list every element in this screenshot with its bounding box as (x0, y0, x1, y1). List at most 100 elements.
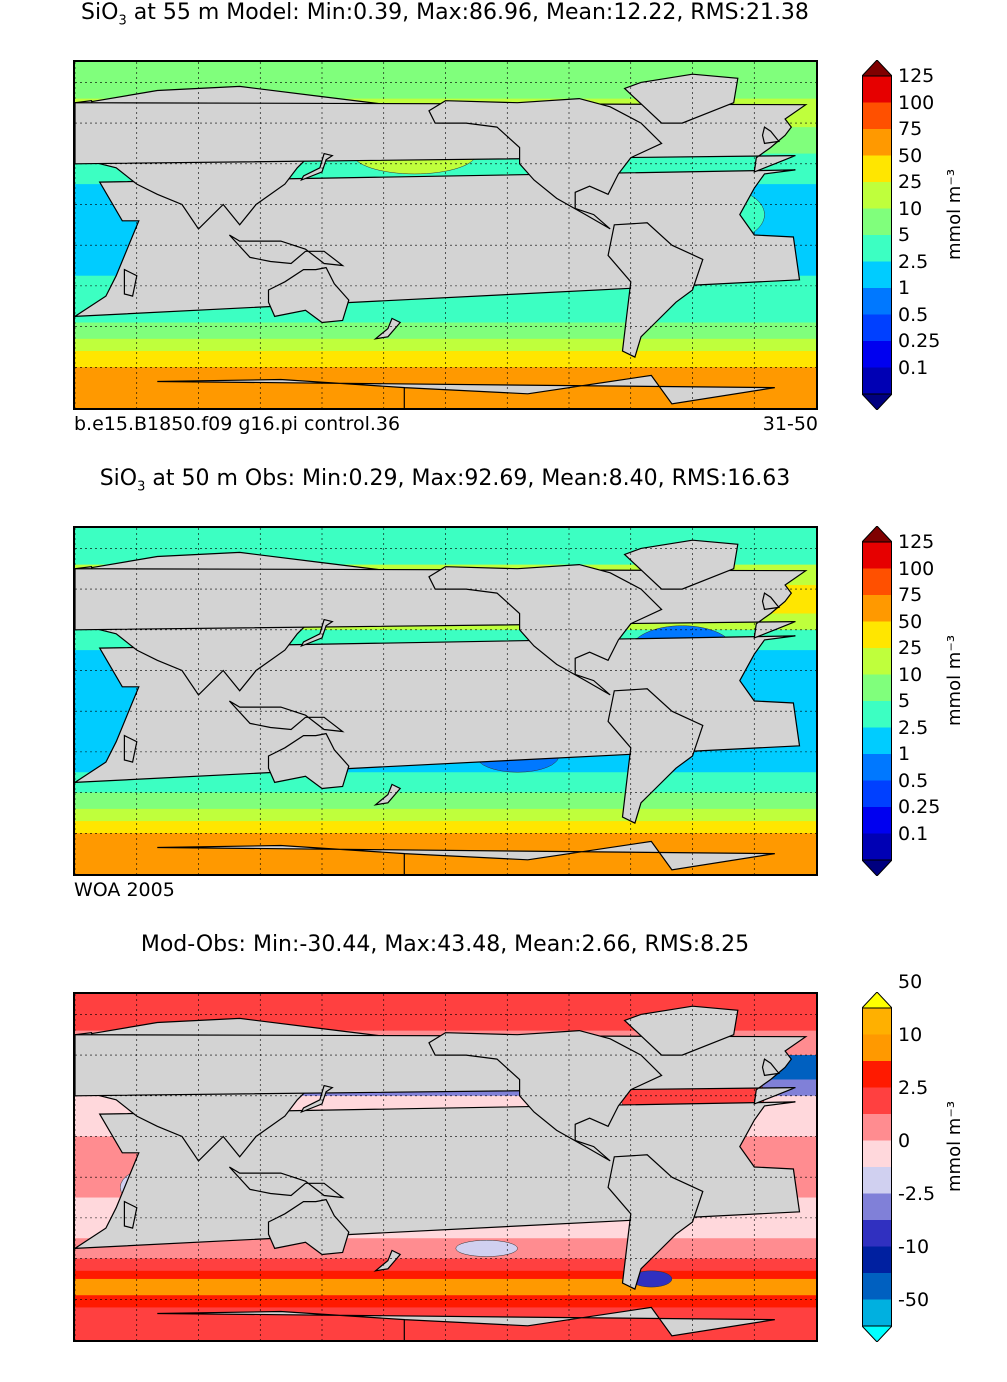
contour-band (75, 1295, 816, 1309)
colorbar-tick-label: 0.25 (898, 330, 941, 352)
colorbar-segment (862, 807, 892, 834)
land-mass (157, 1306, 775, 1340)
source-label: WOA 2005 (74, 879, 175, 901)
colorbar-tick-label: 50 (898, 970, 923, 993)
title-prefix: SiO (99, 466, 138, 491)
land-mass (761, 1058, 781, 1077)
colorbar-tick-label: 0.25 (898, 796, 941, 818)
colorbar-extend-max (862, 992, 892, 1009)
colorbar-extend-max (862, 60, 892, 77)
case-label: b.e15.B1850.f09 g16.pi control.36 (74, 413, 401, 435)
colorbar-segment (862, 261, 892, 288)
title-rest: at 55 m Model: Min:0.39, Max:86.96, Mean… (126, 0, 809, 25)
land-mass (123, 268, 138, 297)
colorbar-segment (862, 76, 892, 103)
land-mass (607, 688, 704, 824)
colorbar-segment (862, 568, 892, 595)
colorbar-tick-label: 5 (898, 224, 911, 246)
colorbar-segment (862, 1008, 892, 1035)
land-mass (300, 618, 334, 648)
panel-title: Mod-Obs: Min:-30.44, Max:43.48, Mean:2.6… (20, 932, 870, 972)
title-subscript: 3 (118, 13, 127, 29)
contour-band (75, 792, 816, 810)
land-mass (761, 126, 781, 145)
land-mass (300, 152, 334, 182)
contour-region (455, 1240, 518, 1257)
colorbar-segment (862, 1061, 892, 1088)
colorbar-segment (862, 648, 892, 675)
colorbar-segment (862, 1246, 892, 1273)
colorbar (862, 526, 892, 876)
land-mass (373, 317, 402, 340)
colorbar-tick-label: 5 (898, 690, 911, 712)
colorbar-extend-max (862, 526, 892, 543)
map-svg (75, 994, 816, 1340)
colorbar-tick-label: 25 (898, 637, 923, 659)
colorbar-segment (862, 1273, 892, 1300)
land-mass (123, 734, 138, 763)
colorbar-tick-label: 2.5 (898, 716, 929, 739)
map-plot (73, 992, 818, 1342)
colorbar-tick-label: 10 (898, 1023, 923, 1046)
contour-band (75, 1278, 816, 1297)
colorbar-segment (862, 754, 892, 781)
colorbar (862, 60, 892, 410)
colorbar-segment (862, 1114, 892, 1141)
colorbar-tick-label: 0.1 (898, 356, 929, 379)
title-subscript: 3 (137, 479, 146, 495)
obs-panel: SiO3 at 50 m Obs: Min:0.29, Max:92.69, M… (0, 466, 1007, 916)
colorbar-tick-label: 0.5 (898, 303, 929, 326)
colorbar-tick-label: 2.5 (898, 1076, 929, 1099)
colorbar-tick-label: 50 (898, 144, 923, 167)
land-mass (761, 592, 781, 611)
land-mass (75, 1101, 801, 1250)
colorbar-tick-label: 125 (898, 65, 935, 87)
colorbar-tick-label: -2.5 (898, 1182, 936, 1205)
colorbar-segment (862, 314, 892, 341)
colorbar-tick-label: 0.1 (898, 822, 929, 845)
land-mass (75, 635, 801, 784)
land-mass (373, 783, 402, 806)
title-prefix: SiO (81, 0, 119, 25)
map-plot (73, 60, 818, 410)
colorbar-tick-label: 100 (898, 91, 935, 114)
title-rest: at 50 m Obs: Min:0.29, Max:92.69, Mean:8… (145, 466, 791, 491)
colorbar-tick-label: 0 (898, 1129, 911, 1152)
colorbar-segment (862, 208, 892, 235)
land-mass (267, 266, 350, 324)
colorbar-extend-min (862, 1325, 892, 1342)
years-label: 31-50 (762, 413, 818, 435)
colorbar-segment (862, 1087, 892, 1114)
colorbar-tick-label: -10 (898, 1235, 930, 1258)
colorbar-tick-label: -50 (898, 1288, 930, 1311)
colorbar-segment (862, 341, 892, 368)
land-mass (228, 234, 345, 267)
colorbar-segment (862, 367, 892, 394)
colorbar-unit: mmol m⁻³ (944, 634, 965, 726)
colorbar-segment (862, 595, 892, 622)
land-mass (267, 1198, 350, 1256)
colorbar-segment (862, 102, 892, 129)
land-mass (373, 1249, 402, 1272)
colorbar-segment (862, 542, 892, 569)
colorbar-ticks: 0.1 0.25 0.5 1 2.5 5 10 25 50 75 100 125 (898, 526, 958, 876)
colorbar-segment (862, 288, 892, 315)
land-mass (75, 169, 801, 318)
land-mass (623, 1005, 739, 1056)
colorbar-segment (862, 727, 892, 754)
land-mass (300, 1084, 334, 1114)
colorbar-segment (862, 621, 892, 648)
land-mass (228, 1166, 345, 1199)
colorbar-segment (862, 1299, 892, 1326)
colorbar-tick-label: 1 (898, 277, 911, 299)
map-plot (73, 526, 818, 876)
land-mass (123, 1200, 138, 1229)
colorbar-tick-label: 100 (898, 557, 935, 580)
panel-title: SiO3 at 55 m Model: Min:0.39, Max:86.96,… (20, 0, 870, 40)
colorbar-tick-label: 25 (898, 171, 923, 193)
colorbar-tick-label: 0.5 (898, 769, 929, 792)
land-mass (623, 73, 739, 124)
map-svg (75, 62, 816, 408)
colorbar-tick-label: 2.5 (898, 250, 929, 273)
colorbar-segment (862, 674, 892, 701)
